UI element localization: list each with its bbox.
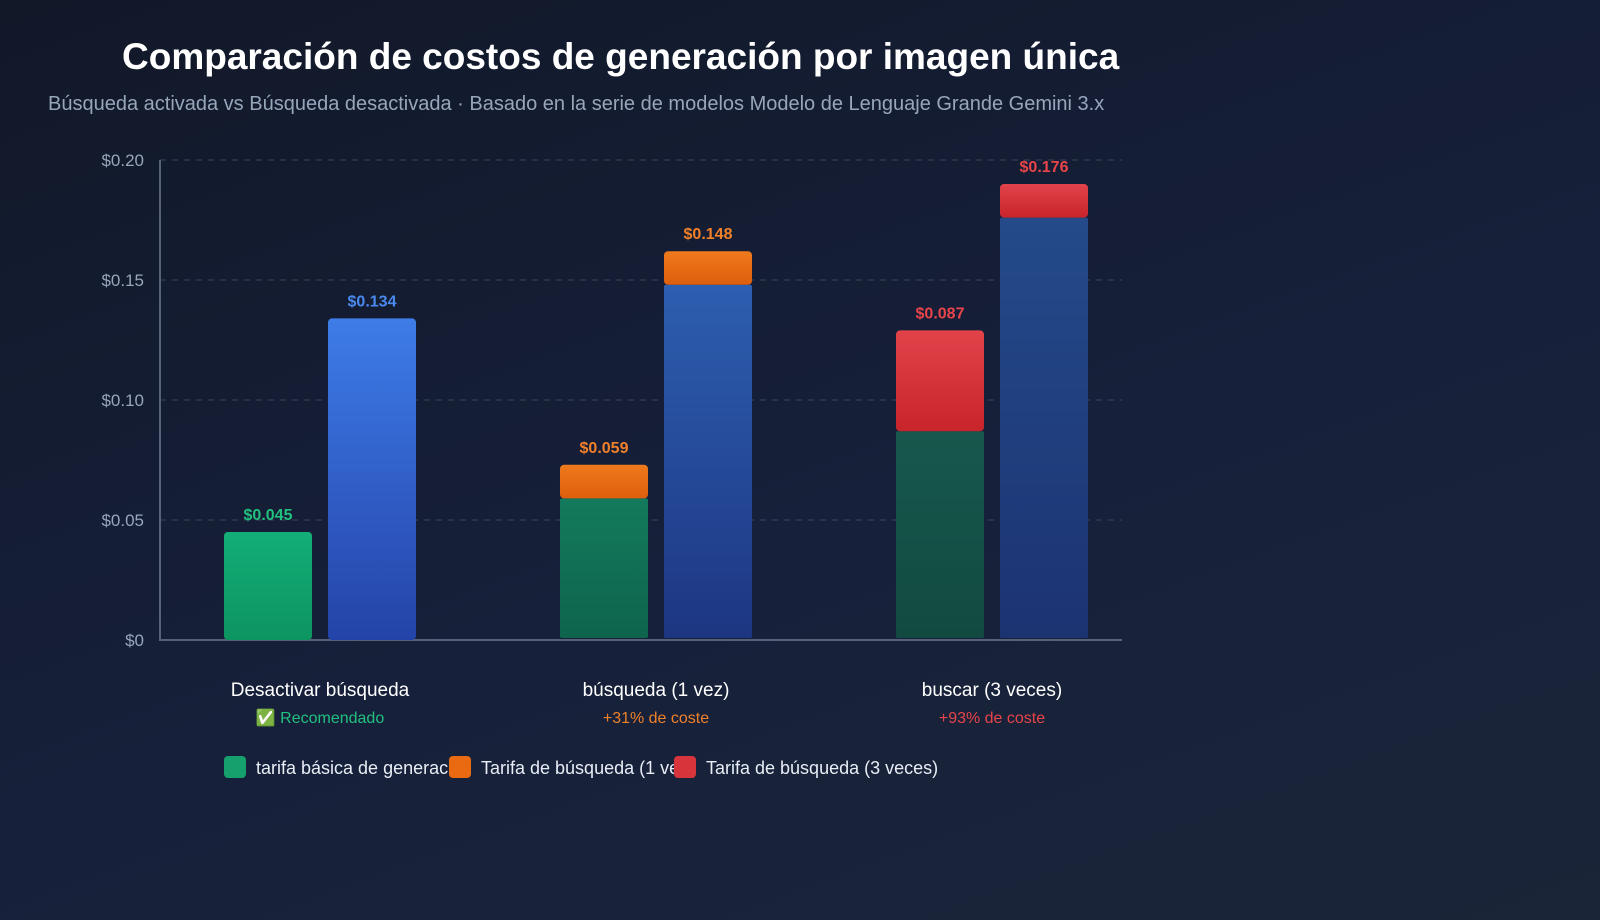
chart-title: Comparación de costos de generación por …	[122, 36, 1120, 77]
bar-value-label: $0.087	[916, 305, 965, 322]
legend-swatch-search3	[674, 756, 696, 778]
bar-segment-blue	[664, 284, 752, 638]
bar-segment-base	[224, 532, 312, 640]
legend: tarifa básica de generación Tarifa de bús…	[224, 756, 938, 778]
legend-label-base: tarifa básica de generación	[256, 758, 472, 778]
legend-label-search3: Tarifa de búsqueda (3 veces)	[706, 758, 938, 778]
chart-subtitle: Búsqueda activada vs Búsqueda desactivad…	[48, 93, 1105, 115]
grid-layer: $0 $0.05 $0.10 $0.15 $0.20	[101, 151, 1122, 650]
y-tick-label: $0.05	[101, 511, 144, 530]
bar-segment-base	[896, 431, 984, 638]
category-note: +93% de coste	[939, 710, 1045, 727]
bar-value-label: $0.059	[580, 440, 629, 457]
bar-layer	[224, 184, 1088, 640]
category-note: ✅ Recomendado	[256, 708, 385, 727]
bar-value-label: $0.134	[348, 293, 397, 310]
y-tick-label: $0.15	[101, 271, 144, 290]
y-tick-label: $0.10	[101, 391, 144, 410]
label-layer: $0.045 $0.134 Desactivar búsqueda ✅ Recomen…	[231, 159, 1069, 727]
bar-segment-base	[560, 498, 648, 638]
bar-value-label: $0.148	[684, 226, 733, 243]
y-tick-label: $0.20	[101, 151, 144, 170]
legend-swatch-search1	[449, 756, 471, 778]
bar-value-label: $0.176	[1020, 159, 1069, 176]
y-tick-label: $0	[125, 631, 144, 650]
bar-value-label: $0.045	[244, 507, 293, 524]
legend-label-search1: Tarifa de búsqueda (1 vez)	[481, 758, 694, 778]
bar-segment-blue	[1000, 217, 1088, 638]
bar-segment-search3	[896, 330, 984, 432]
category-label: búsqueda (1 vez)	[583, 680, 730, 701]
legend-swatch-base	[224, 756, 246, 778]
bar-segment-search1	[560, 464, 648, 499]
category-label: buscar (3 veces)	[922, 680, 1062, 701]
bar-segment-search1	[664, 251, 752, 285]
bar-segment-blue	[328, 318, 416, 640]
bar-segment-search3	[1000, 184, 1088, 218]
category-label: Desactivar búsqueda	[231, 680, 410, 701]
category-note: +31% de coste	[603, 710, 709, 727]
